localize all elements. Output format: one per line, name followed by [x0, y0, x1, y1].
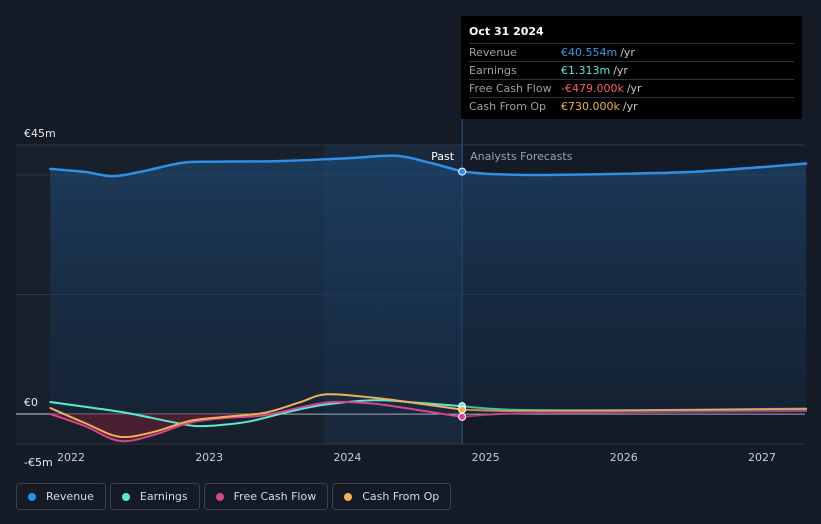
- legend-dot-icon: [28, 492, 36, 501]
- series-forecast-cash-from-op: [461, 407, 808, 413]
- tooltip-unit: /yr: [613, 64, 628, 77]
- data-point-marker: [458, 412, 467, 421]
- legend-label: Cash From Op: [362, 490, 440, 503]
- legend-item-free-cash-flow[interactable]: Free Cash Flow: [203, 483, 329, 510]
- series-forecast-free-cash-flow: [461, 410, 808, 418]
- legend-item-revenue[interactable]: Revenue: [16, 483, 106, 510]
- tooltip-unit: /yr: [622, 100, 638, 113]
- legend-item-cash-from-op[interactable]: Cash From Op: [332, 483, 452, 510]
- tooltip: Oct 31 2024 Revenue €40.554m /yr Earning…: [461, 16, 802, 119]
- legend-label: Revenue: [46, 490, 94, 503]
- tooltip-label: Revenue: [469, 46, 517, 59]
- y-tick-label: €0: [24, 396, 38, 409]
- tooltip-value: €730.000k: [561, 100, 620, 113]
- legend-dot-icon: [344, 492, 353, 501]
- y-tick-label: -€5m: [24, 456, 53, 469]
- x-tick-label: 2026: [610, 451, 638, 464]
- data-point-marker: [458, 405, 467, 414]
- past-label: Past: [431, 150, 455, 163]
- x-tick-label: 2027: [748, 451, 776, 464]
- x-tick-label: 2022: [57, 451, 85, 464]
- series-line-earnings: [49, 399, 464, 428]
- legend-dot-icon: [215, 492, 224, 501]
- tooltip-value: -€479.000k: [561, 82, 624, 95]
- tooltip-row-revenue: Revenue €40.554m /yr: [469, 43, 794, 61]
- tooltip-row-cash-from-op: Cash From Op €730.000k /yr: [469, 97, 794, 115]
- y-tick-label: €45m: [24, 127, 56, 140]
- series-line-free-cash-flow: [49, 400, 464, 443]
- revenue-area: [50, 155, 807, 415]
- tooltip-value: €40.554m: [561, 46, 618, 59]
- legend-label: Earnings: [139, 490, 188, 503]
- forecast-label: Analysts Forecasts: [470, 150, 573, 163]
- tooltip-label: Free Cash Flow: [469, 82, 552, 95]
- series-line-revenue: [49, 154, 464, 178]
- series-line-cash-from-op: [49, 393, 464, 439]
- tooltip-date: Oct 31 2024: [469, 25, 544, 38]
- tooltip-row-earnings: Earnings €1.313m /yr: [469, 61, 794, 79]
- tooltip-label: Cash From Op: [469, 100, 547, 113]
- series-forecast-revenue: [460, 162, 808, 177]
- tooltip-row-free-cash-flow: Free Cash Flow -€479.000k /yr: [469, 79, 794, 97]
- data-point-marker: [458, 167, 467, 176]
- x-tick-label: 2025: [472, 451, 500, 464]
- tooltip-label: Earnings: [469, 64, 517, 77]
- legend-dot-icon: [121, 492, 130, 501]
- legend: Revenue Earnings Free Cash Flow Cash Fro…: [16, 483, 452, 510]
- tooltip-unit: /yr: [626, 82, 642, 95]
- x-tick-label: 2023: [195, 451, 223, 464]
- tooltip-value: €1.313m: [561, 64, 611, 77]
- tooltip-unit: /yr: [620, 46, 635, 59]
- legend-item-earnings[interactable]: Earnings: [109, 483, 200, 510]
- legend-label: Free Cash Flow: [233, 490, 317, 503]
- x-tick-label: 2024: [333, 451, 361, 464]
